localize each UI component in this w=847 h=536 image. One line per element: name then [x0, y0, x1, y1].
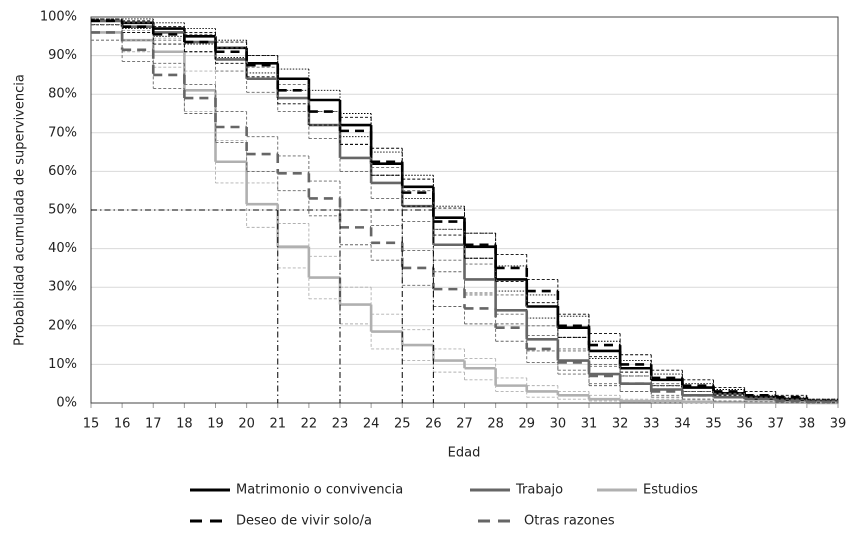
x-tick-label: 28 — [487, 417, 504, 432]
x-tick-label: 18 — [176, 417, 193, 432]
y-tick-label: 30% — [48, 280, 77, 295]
legend-label: Otras razones — [524, 514, 615, 529]
x-tick-label: 25 — [394, 417, 411, 432]
x-tick-label: 36 — [736, 417, 753, 432]
x-tick-label: 37 — [767, 417, 784, 432]
x-tick-label: 23 — [332, 417, 349, 432]
x-tick-label: 27 — [456, 417, 473, 432]
x-tick-label: 21 — [269, 417, 286, 432]
y-tick-label: 50% — [48, 203, 77, 218]
legend-label: Estudios — [643, 483, 698, 498]
y-tick-label: 100% — [40, 10, 77, 25]
x-tick-label: 38 — [799, 417, 816, 432]
y-tick-label: 80% — [48, 87, 77, 102]
y-axis-title: Probabilidad acumulada de supervivencia — [13, 74, 28, 346]
x-tick-label: 31 — [581, 417, 598, 432]
y-tick-label: 0% — [56, 396, 77, 411]
x-tick-label: 17 — [145, 417, 162, 432]
x-tick-label: 19 — [207, 417, 224, 432]
x-tick-label: 35 — [705, 417, 722, 432]
x-tick-label: 26 — [425, 417, 442, 432]
x-tick-label: 20 — [238, 417, 255, 432]
x-tick-label: 29 — [518, 417, 535, 432]
x-tick-label: 32 — [612, 417, 629, 432]
y-tick-label: 40% — [48, 241, 77, 256]
y-tick-label: 60% — [48, 164, 77, 179]
y-tick-label: 10% — [48, 357, 77, 372]
legend-label: Matrimonio o convivencia — [236, 483, 403, 498]
legend-label: Trabajo — [515, 483, 563, 498]
x-tick-label: 34 — [674, 417, 691, 432]
x-tick-label: 30 — [550, 417, 567, 432]
y-tick-label: 20% — [48, 318, 77, 333]
x-axis-title: Edad — [448, 446, 481, 461]
y-tick-label: 90% — [48, 48, 77, 63]
x-tick-label: 33 — [643, 417, 660, 432]
x-tick-label: 24 — [363, 417, 380, 432]
x-tick-label: 16 — [114, 417, 131, 432]
legend-label: Deseo de vivir solo/a — [236, 514, 372, 529]
y-tick-label: 70% — [48, 125, 77, 140]
x-tick-label: 22 — [301, 417, 318, 432]
x-tick-label: 39 — [830, 417, 847, 432]
x-tick-label: 15 — [83, 417, 100, 432]
